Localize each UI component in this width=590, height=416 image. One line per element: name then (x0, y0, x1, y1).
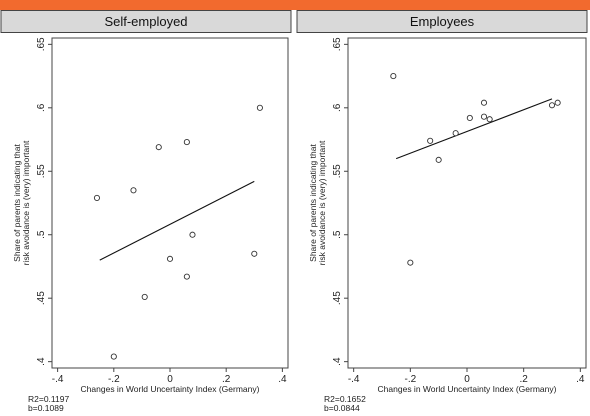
chart-title: Employees (410, 14, 475, 29)
figure: Self-employed-.4 -.2 0.2.4.4.45.5.55.6.65S… (0, 10, 590, 416)
x-tick-label: -.4 (52, 374, 64, 385)
data-point (453, 131, 458, 136)
panel-self-employed: Self-employed-.4 -.2 0.2.4.4.45.5.55.6.65S… (1, 11, 291, 414)
y-tick-label: .6 (36, 103, 47, 112)
x-axis-label: Changes in World Uncertainty Index (Germ… (378, 384, 557, 394)
y-tick-label: .5 (36, 230, 47, 239)
data-point (142, 294, 147, 299)
y-tick-label: .4 (332, 357, 343, 366)
data-point (481, 114, 486, 119)
y-tick-label: .6 (332, 103, 343, 112)
x-axis-label: Changes in World Uncertainty Index (Germ… (81, 384, 260, 394)
y-axis-label-line-2: risk avoidance is (very) important (21, 140, 31, 265)
data-point (94, 195, 99, 200)
y-tick-label: .5 (332, 230, 343, 239)
y-tick-label: .55 (332, 164, 343, 178)
data-point (428, 138, 433, 143)
slope-note: b=0.0844 (324, 403, 360, 413)
y-axis-label-line-2: risk avoidance is (very) important (317, 140, 327, 265)
x-tick-label: .4 (278, 374, 287, 385)
data-point (252, 251, 257, 256)
data-point (391, 73, 396, 78)
chart-title: Self-employed (104, 14, 187, 29)
panel-employees: Employees-.4 -.2 0.2.4.4.45.5.55.6.65Share… (297, 11, 587, 414)
x-tick-label: .4 (576, 374, 585, 385)
y-tick-label: .4 (36, 357, 47, 366)
data-point (156, 145, 161, 150)
data-point (436, 157, 441, 162)
data-point (184, 139, 189, 144)
data-point (487, 117, 492, 122)
plot-area (348, 38, 586, 368)
top-accent-bar (0, 0, 590, 10)
y-tick-label: .45 (36, 291, 47, 305)
plot-area (52, 38, 288, 368)
data-point (184, 274, 189, 279)
data-point (111, 354, 116, 359)
data-point (190, 232, 195, 237)
slope-note: b=0.1089 (28, 403, 64, 413)
data-point (481, 100, 486, 105)
y-tick-label: .65 (36, 37, 47, 51)
data-point (467, 115, 472, 120)
x-tick-label: -.4 (348, 374, 360, 385)
data-point (555, 100, 560, 105)
data-point (549, 103, 554, 108)
y-tick-label: .55 (36, 164, 47, 178)
data-point (131, 188, 136, 193)
data-point (167, 256, 172, 261)
y-tick-label: .65 (332, 37, 343, 51)
data-point (257, 105, 262, 110)
y-tick-label: .45 (332, 291, 343, 305)
data-point (408, 260, 413, 265)
